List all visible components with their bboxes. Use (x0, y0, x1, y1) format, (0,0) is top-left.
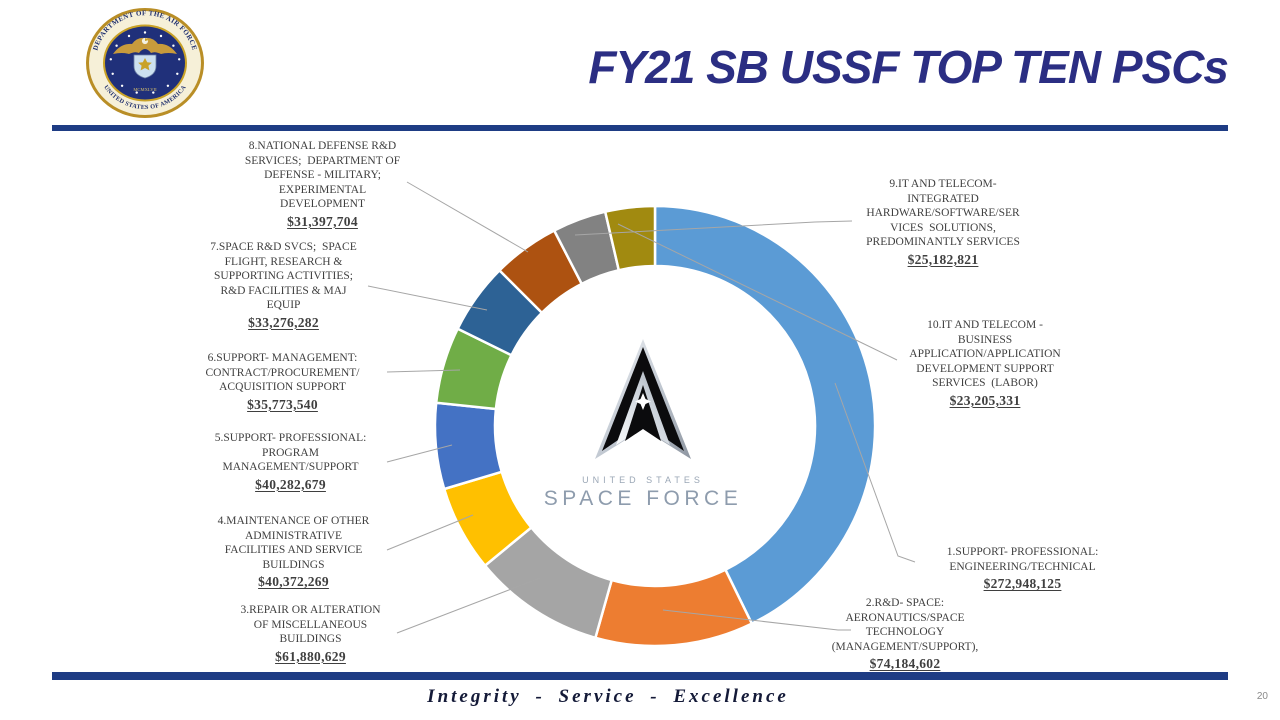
leader-line-psc-2 (662, 609, 851, 631)
callout-psc-8: 8.NATIONAL DEFENSE R&D SERVICES; DEPARTM… (215, 139, 430, 230)
callout-psc-1-amount: $272,948,125 (983, 576, 1062, 591)
callout-psc-7-amount: $33,276,282 (248, 314, 319, 330)
leader-line-psc-3 (396, 577, 541, 634)
leader-line-psc-6 (386, 369, 461, 373)
callout-psc-2-label: 2.R&D- SPACE: AERONAUTICS/SPACE TECHNOLO… (831, 597, 979, 653)
callout-psc-2: 2.R&D- SPACE: AERONAUTICS/SPACE TECHNOLO… (810, 596, 1000, 672)
callout-psc-3: 3.REPAIR OR ALTERATION OF MISCELLANEOUS … (203, 603, 418, 665)
seal-star-icon (159, 34, 163, 38)
pie-slice-2 (594, 568, 754, 648)
callout-psc-5: 5.SUPPORT- PROFESSIONAL: PROGRAM MANAGEM… (183, 431, 398, 493)
leader-line-psc-1 (834, 382, 916, 563)
callout-psc-2-amount: $74,184,602 (869, 656, 941, 671)
callout-psc-6-amount: $35,773,540 (247, 396, 318, 412)
pie-slice-10 (603, 204, 657, 272)
leader-line-psc-5 (386, 444, 453, 463)
delta-star-icon (635, 393, 651, 410)
callout-psc-4: 4.MAINTENANCE OF OTHER ADMINISTRATIVE FA… (186, 514, 401, 590)
seal-star-icon (135, 91, 138, 94)
seal-star-icon (111, 72, 114, 76)
motto: Integrity - Service - Excellence (427, 686, 789, 707)
callout-psc-7-label: 7.SPACE R&D SVCS; SPACE FLIGHT, RESEARCH… (210, 241, 357, 311)
space-force-logo: UNITED STATES SPACE FORCE (543, 337, 743, 511)
seal-star-icon (143, 31, 147, 34)
callout-psc-4-label: 4.MAINTENANCE OF OTHER ADMINISTRATIVE FA… (217, 515, 370, 571)
leader-line-psc-10 (617, 223, 898, 361)
space-force-delta-icon (595, 339, 691, 459)
page-number: 20 (1256, 691, 1268, 702)
callout-psc-9-amount: $25,182,821 (907, 251, 979, 267)
seal-star-icon (115, 44, 118, 47)
seal-eagle-icon (113, 37, 177, 54)
pie-slice-1 (653, 204, 877, 625)
callout-psc-8-amount: $31,397,704 (287, 213, 358, 229)
header-rule (52, 125, 1228, 131)
seal-star-icon (109, 58, 112, 61)
pie-slice-5 (433, 401, 503, 491)
callout-psc-10-label: 10.IT AND TELECOM - BUSINESS APPLICATION… (909, 319, 1061, 389)
seal-star-icon (172, 44, 175, 47)
seal-year-text: MCMXLVII (133, 87, 157, 92)
leader-line-psc-7 (367, 285, 488, 311)
callout-psc-3-amount: $61,880,629 (275, 648, 346, 664)
callout-psc-1-label: 1.SUPPORT- PROFESSIONAL: ENGINEERING/TEC… (946, 546, 1099, 573)
space-force-logo-line1: UNITED STATES (582, 475, 704, 485)
callout-psc-6: 6.SUPPORT- MANAGEMENT: CONTRACT/PROCUREM… (175, 351, 390, 413)
callout-psc-9: 9.IT AND TELECOM- INTEGRATED HARDWARE/SO… (853, 177, 1033, 268)
leader-line-psc-9 (574, 220, 853, 236)
slide-title: FY21 SB USSF TOP TEN PSCs (588, 41, 1229, 93)
seal-star-icon (120, 84, 124, 88)
space-force-logo-line2: SPACE FORCE (543, 487, 743, 510)
seal-star-icon (178, 58, 181, 61)
callout-psc-10-amount: $23,205,331 (949, 392, 1021, 408)
callout-psc-6-label: 6.SUPPORT- MANAGEMENT: CONTRACT/PROCUREM… (205, 352, 360, 393)
seal-star-icon (127, 34, 131, 38)
callout-psc-4-amount: $40,372,269 (258, 574, 329, 589)
seal-star-icon (166, 84, 170, 88)
leader-line-psc-4 (386, 514, 474, 551)
callout-psc-7: 7.SPACE R&D SVCS; SPACE FLIGHT, RESEARCH… (176, 240, 391, 331)
callout-psc-8-label: 8.NATIONAL DEFENSE R&D SERVICES; DEPARTM… (244, 140, 401, 210)
callout-psc-3-label: 3.REPAIR OR ALTERATION OF MISCELLANEOUS … (240, 604, 381, 645)
callout-psc-1: 1.SUPPORT- PROFESSIONAL: ENGINEERING/TEC… (920, 545, 1125, 592)
callout-psc-5-amount: $40,282,679 (255, 476, 326, 492)
callout-psc-10: 10.IT AND TELECOM - BUSINESS APPLICATION… (890, 318, 1080, 409)
leader-line-psc-8 (406, 181, 529, 253)
air-force-seal-icon: DEPARTMENT OF THE AIR FORCE UNITED STATE… (86, 8, 204, 118)
callout-psc-5-label: 5.SUPPORT- PROFESSIONAL: PROGRAM MANAGEM… (214, 432, 367, 473)
callout-psc-9-label: 9.IT AND TELECOM- INTEGRATED HARDWARE/SO… (866, 178, 1020, 248)
footer-bar (52, 672, 1228, 680)
seal-star-ring (109, 31, 181, 94)
seal-thunderbolt-icon (138, 58, 152, 71)
seal-star-icon (152, 91, 155, 94)
seal-star-icon (176, 72, 179, 76)
